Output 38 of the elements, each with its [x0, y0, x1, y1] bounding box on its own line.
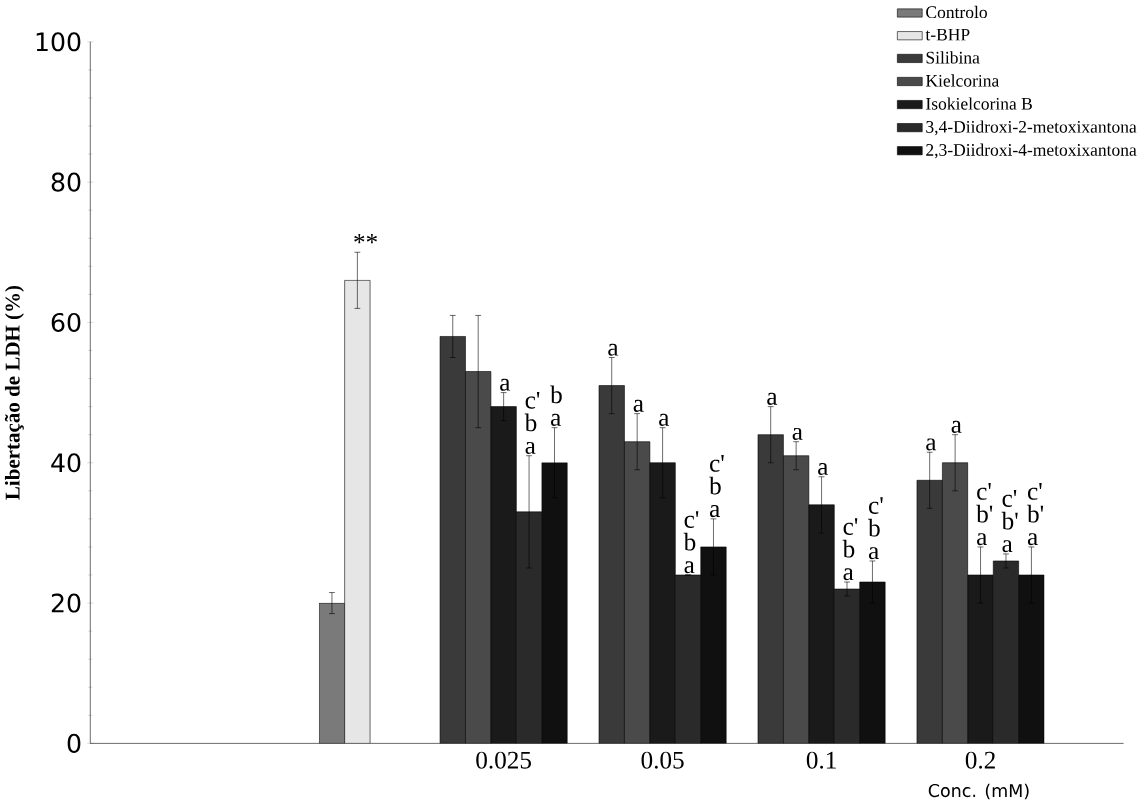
- data-label: c' b' a: [1027, 483, 1044, 546]
- y-tick-label: 100: [36, 32, 81, 52]
- y-tick-label: 40: [51, 453, 81, 473]
- x-axis-title: Conc. (mM): [928, 783, 1029, 800]
- data-label: a: [951, 420, 962, 433]
- data-label: a: [608, 343, 619, 356]
- legend-label: 3,4-Diidroxi-2-metoxixantona: [926, 120, 1137, 136]
- data-label: c' b a: [524, 391, 540, 454]
- y-tick-label: 0: [67, 733, 81, 753]
- data-label: a: [792, 427, 803, 440]
- data-label: c' b a: [868, 497, 883, 560]
- data-label: a: [767, 392, 778, 405]
- y-tick-label: 60: [51, 312, 81, 332]
- data-label: c' b a: [683, 511, 699, 574]
- legend-label: Controlo: [926, 5, 987, 19]
- y-tick-label: 20: [51, 593, 81, 613]
- data-label: c' b' a: [1001, 490, 1018, 553]
- data-label: a: [500, 378, 511, 391]
- y-tick-label: 80: [51, 172, 81, 192]
- legend-label: Silibina: [926, 51, 980, 64]
- data-label: **: [354, 234, 377, 244]
- x-tick-label: 0.05: [641, 751, 684, 769]
- legend-label: Kielcorina: [925, 74, 1000, 87]
- data-label: b a: [550, 385, 562, 426]
- x-tick-label: 0.2: [965, 751, 995, 769]
- data-label: a: [633, 399, 644, 412]
- x-tick-label: 0.025: [476, 751, 531, 769]
- data-label: a: [818, 462, 829, 476]
- x-tick-label: 0.1: [806, 751, 836, 769]
- data-label: a: [926, 438, 937, 451]
- data-label: c' b' a: [976, 483, 993, 546]
- legend-label: 2,3-Diidroxi-4-metoxixantona: [926, 143, 1137, 159]
- data-label: c' b a: [709, 455, 724, 518]
- y-axis-title: Libertação de LDH (%): [4, 285, 24, 500]
- legend-label: Isokielcorina B: [926, 97, 1032, 110]
- data-label: a: [659, 413, 670, 426]
- data-label: c' b a: [842, 518, 858, 581]
- legend-label: t-BHP: [925, 28, 970, 41]
